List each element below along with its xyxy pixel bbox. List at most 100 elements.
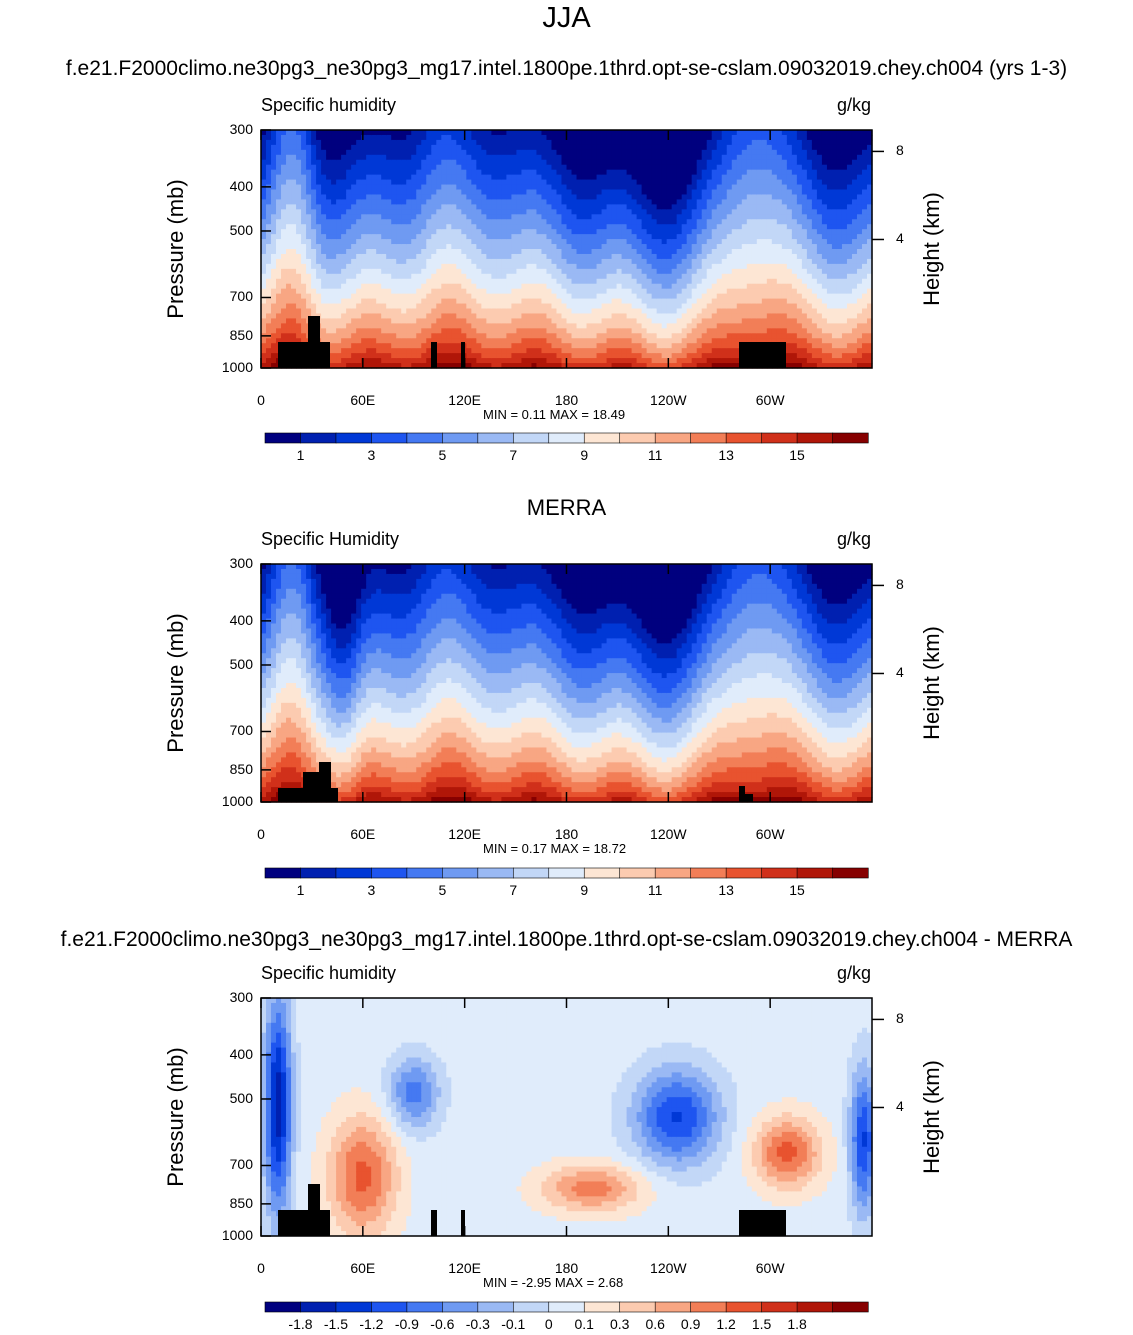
heatmap-cell <box>331 244 337 250</box>
heatmap-cell <box>506 323 513 329</box>
heatmap-cell <box>341 189 347 196</box>
heatmap-cell <box>351 204 357 210</box>
heatmap-cell <box>606 139 613 146</box>
heatmap-cell <box>441 199 447 205</box>
heatmap-cell <box>391 298 397 305</box>
heatmap-cell <box>426 189 432 196</box>
heatmap-cell <box>346 149 352 156</box>
heatmap-cell <box>501 298 507 305</box>
heatmap-cell <box>601 130 608 136</box>
heatmap-cell <box>331 318 337 324</box>
heatmap-cell <box>686 363 693 369</box>
heatmap-cell <box>576 219 583 225</box>
heatmap-cell <box>481 249 487 255</box>
heatmap-cell <box>411 224 417 230</box>
heatmap-cell <box>456 298 462 305</box>
heatmap-cell <box>306 244 312 250</box>
heatmap-cell <box>296 253 302 260</box>
heatmap-cell <box>656 239 663 245</box>
heatmap-cell <box>286 164 292 171</box>
heatmap-cell <box>676 199 683 205</box>
heatmap-cell <box>411 258 417 265</box>
heatmap-cell <box>336 358 342 364</box>
heatmap-cell <box>531 179 538 186</box>
heatmap-cell <box>566 194 573 201</box>
heatmap-cell <box>606 293 613 300</box>
heatmap-cell <box>481 219 487 225</box>
heatmap-cell <box>381 363 387 369</box>
heatmap-cell <box>631 184 638 191</box>
heatmap-cell <box>596 258 603 265</box>
heatmap-cell <box>646 134 653 141</box>
heatmap-cell <box>361 164 367 171</box>
heatmap-cell <box>676 249 683 255</box>
heatmap-cell <box>471 348 477 354</box>
heatmap-cell <box>411 273 417 280</box>
heatmap-cell <box>336 189 342 196</box>
heatmap-cell <box>281 298 287 305</box>
heatmap-cell <box>296 139 302 146</box>
heatmap-cell <box>631 214 638 220</box>
heatmap-cell <box>426 234 432 240</box>
heatmap-cell <box>366 308 372 315</box>
heatmap-cell <box>506 348 513 354</box>
heatmap-cell <box>556 278 563 285</box>
heatmap-cell <box>286 174 292 181</box>
heatmap-cell <box>651 154 658 161</box>
heatmap-cell <box>616 293 623 300</box>
heatmap-cell <box>451 199 457 205</box>
heatmap-cell <box>456 214 462 220</box>
heatmap-cell <box>686 209 693 215</box>
heatmap-cell <box>466 268 472 275</box>
heatmap-cell <box>571 164 578 171</box>
heatmap-cell <box>636 224 643 230</box>
heatmap-cell <box>566 179 573 186</box>
heatmap-cell <box>551 258 558 265</box>
heatmap-cell <box>396 249 402 255</box>
heatmap-cell <box>346 229 352 235</box>
heatmap-cell <box>346 358 352 364</box>
heatmap-cell <box>571 253 578 260</box>
heatmap-cell <box>676 189 683 196</box>
heatmap-cell <box>676 313 683 320</box>
heatmap-cell <box>271 209 277 215</box>
heatmap-cell <box>331 358 337 364</box>
heatmap-cell <box>506 169 513 176</box>
heatmap-cell <box>546 139 553 146</box>
heatmap-cell <box>476 328 482 334</box>
heatmap-cell <box>636 239 643 245</box>
heatmap-cell <box>651 174 658 181</box>
heatmap-cell <box>326 139 332 146</box>
heatmap-cell <box>641 253 648 260</box>
heatmap-cell <box>681 209 688 215</box>
heatmap-cell <box>296 204 302 210</box>
heatmap-cell <box>461 323 467 329</box>
heatmap-cell <box>366 229 372 235</box>
heatmap-cell <box>321 224 327 230</box>
heatmap-cell <box>286 224 292 230</box>
heatmap-cell <box>376 348 382 354</box>
heatmap-cell <box>566 229 573 235</box>
heatmap-cell <box>526 268 533 275</box>
heatmap-cell <box>296 239 302 245</box>
heatmap-cell <box>501 179 507 186</box>
heatmap-cell <box>496 204 502 210</box>
heatmap-cell <box>501 343 507 349</box>
heatmap-cell <box>436 258 442 265</box>
heatmap-cell <box>626 313 633 320</box>
heatmap-cell <box>351 194 357 201</box>
heatmap-cell <box>376 144 382 151</box>
heatmap-cell <box>366 328 372 334</box>
heatmap-cell <box>436 358 442 364</box>
heatmap-cell <box>356 263 362 270</box>
heatmap-cell <box>476 348 482 354</box>
heatmap-cell <box>341 343 347 349</box>
heatmap-cell <box>556 184 563 191</box>
heatmap-cell <box>616 338 623 344</box>
heatmap-cell <box>556 149 563 156</box>
heatmap-cell <box>331 159 337 166</box>
heatmap-cell <box>576 209 583 215</box>
heatmap-cell <box>546 169 553 176</box>
heatmap-cell <box>586 318 593 324</box>
heatmap-cell <box>341 199 347 205</box>
